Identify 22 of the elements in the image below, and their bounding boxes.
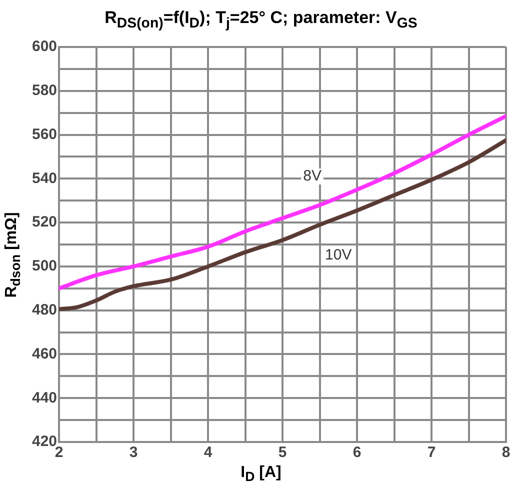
chart-title: R$_{DS(on)}$=f(I$_{D}$); T$_{j}$=25° C; parameter: V$_{GS}$ bbox=[104, 8, 418, 32]
y-tick-label: 500 bbox=[32, 258, 58, 275]
x-tick-label: 6 bbox=[352, 444, 362, 462]
x-axis-title: I$_{D}$ [A] bbox=[240, 464, 282, 484]
y-tick-label: 480 bbox=[32, 301, 58, 318]
annotation: 8V bbox=[303, 168, 322, 185]
annotation: 10V bbox=[325, 246, 352, 264]
y-tick-label: 580 bbox=[32, 82, 58, 100]
line-series bbox=[59, 138, 506, 312]
x-tick-label: 5 bbox=[278, 444, 287, 462]
y-tick-label: 540 bbox=[32, 170, 58, 187]
x-tick-label: 2 bbox=[54, 444, 64, 462]
y-tick-label: 520 bbox=[32, 214, 58, 231]
y-tick-label: 560 bbox=[32, 126, 58, 143]
x-tick-label: 3 bbox=[129, 444, 138, 462]
y-tick-label: 600 bbox=[32, 38, 58, 56]
y-tick-label: 440 bbox=[32, 389, 58, 406]
x-tick-label: 4 bbox=[204, 444, 213, 462]
x-tick-label: 8 bbox=[502, 444, 510, 462]
line-series bbox=[59, 114, 506, 290]
x-tick-label: 7 bbox=[427, 444, 436, 462]
y-tick-label: 460 bbox=[32, 345, 58, 362]
